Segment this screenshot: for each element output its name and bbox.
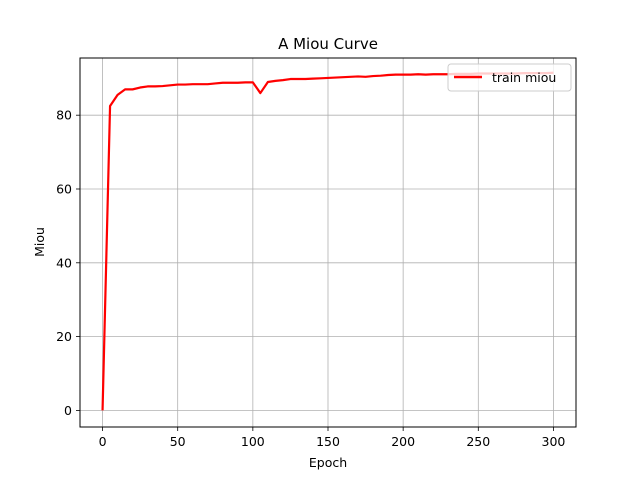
y-tick-label: 0 bbox=[64, 403, 72, 418]
x-tick-label: 150 bbox=[316, 434, 340, 449]
y-axis-label: Miou bbox=[32, 227, 47, 257]
legend: train miou bbox=[447, 63, 572, 92]
legend-label: train miou bbox=[492, 70, 556, 85]
x-tick-label: 250 bbox=[466, 434, 490, 449]
x-axis-label: Epoch bbox=[309, 455, 347, 470]
y-tick-label: 20 bbox=[56, 329, 72, 344]
x-tick-label: 200 bbox=[391, 434, 415, 449]
y-tick-label: 80 bbox=[56, 108, 72, 123]
x-tick-label: 300 bbox=[542, 434, 566, 449]
x-tick-label: 100 bbox=[241, 434, 265, 449]
axis-ticks: 0 50 100 150 200 250 300 0 20 40 60 80 bbox=[56, 108, 565, 449]
y-tick-label: 40 bbox=[56, 255, 72, 270]
grid bbox=[80, 58, 576, 427]
x-tick-label: 50 bbox=[170, 434, 186, 449]
chart-title: A Miou Curve bbox=[278, 35, 378, 53]
legend-box bbox=[447, 63, 572, 92]
y-tick-label: 60 bbox=[56, 181, 72, 196]
x-tick-label: 0 bbox=[99, 434, 107, 449]
